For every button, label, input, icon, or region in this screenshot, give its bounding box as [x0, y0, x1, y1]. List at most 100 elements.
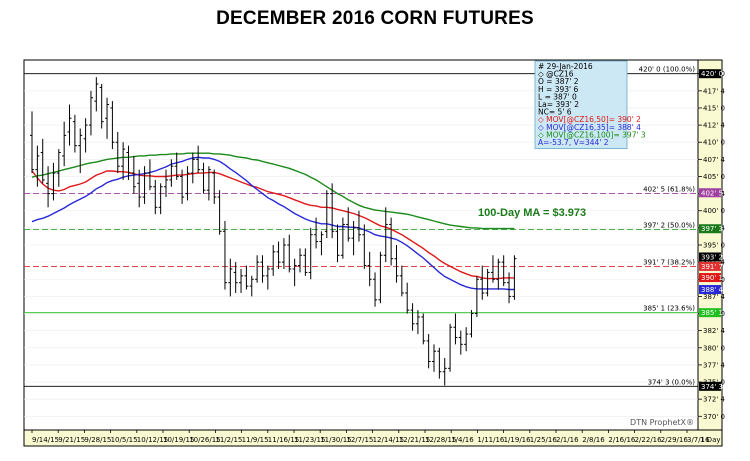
ohlc-bar [239, 268, 244, 293]
ohlc-bar [490, 255, 495, 283]
chart-title: DECEMBER 2016 CORN FUTURES [216, 8, 534, 29]
y-tick-label: 412' 4 [703, 122, 726, 130]
ohlc-bar [415, 310, 420, 335]
price-tag-label: 385' 1 [701, 309, 723, 317]
ohlc-bar [72, 114, 77, 153]
ohlc-bar [206, 166, 211, 201]
x-tick-label: 9/21/15 [58, 436, 85, 444]
ohlc-bar [356, 210, 361, 242]
x-tick-label: 12/14/15 [373, 436, 404, 444]
info-line: # 29-Jan-2016 [538, 62, 593, 71]
ohlc-bar [314, 217, 319, 249]
x-tick-label: 11/23/15 [294, 436, 325, 444]
ohlc-bar [30, 111, 34, 174]
y-tick-label: 417' 4 [703, 87, 726, 95]
ohlc-bar [287, 234, 292, 273]
ohlc-bar [196, 145, 201, 174]
ohlc-bar [335, 224, 340, 263]
fib-label: 391' 7 (38.2%) [643, 258, 695, 266]
price-tag-box [699, 381, 721, 391]
price-tag-label: 393' 2 [701, 253, 723, 261]
ohlc-bar [88, 90, 93, 136]
price-tag-label: 374' 3 [701, 383, 723, 391]
ohlc-bar [410, 303, 415, 331]
ohlc-bar [115, 131, 120, 174]
fib-label: 385' 1 (23.6%) [643, 305, 695, 313]
ohlc-bar [94, 77, 99, 112]
price-tag-label: 388' 4 [701, 286, 724, 294]
ohlc-bar [201, 162, 206, 194]
ohlc-bar [228, 258, 233, 297]
ohlc-bar [367, 251, 372, 287]
ohlc-bar [383, 207, 388, 263]
ohlc-bar [298, 248, 302, 273]
ohlc-bar [51, 162, 56, 201]
ohlc-bar [271, 245, 276, 276]
info-box [534, 60, 628, 149]
ohlc-bar [260, 255, 265, 283]
ohlc-bar [137, 169, 142, 208]
ohlc-bar [378, 251, 383, 304]
price-tag-label: 397' 3 [701, 225, 723, 233]
x-tick-label: 10/5/15 [111, 436, 138, 444]
x-tick-label: 1/25/16 [530, 436, 558, 444]
fib-label: 397' 2 (50.0%) [643, 222, 695, 230]
y-tick-label: 400' 0 [703, 207, 725, 215]
ma-annotation: 100-Day MA = $3.973 [478, 207, 586, 219]
ohlc-bar [255, 255, 260, 283]
moving-average-line [31, 152, 515, 230]
info-line: ◇ MOV[@CZ16,35]= 388' 4 [538, 123, 641, 132]
ohlc-bar [437, 347, 442, 379]
price-tag-box [699, 285, 721, 295]
x-tick-label: 2/29/16 [661, 436, 689, 444]
ohlc-bar [480, 265, 485, 300]
price-tag-box [699, 69, 721, 79]
ohlc-bar [346, 207, 351, 242]
price-tag-label: 402' 5 [701, 189, 723, 197]
fib-label: 374' 3 (0.0%) [648, 378, 696, 386]
x-tick-label: 9/28/15 [84, 436, 111, 444]
price-tag-label: 420' 0 [701, 70, 723, 78]
ohlc-bar [190, 152, 195, 184]
x-tick-label: 11/30/15 [320, 436, 351, 444]
ohlc-bar [464, 327, 469, 352]
ohlc-bar [46, 166, 51, 208]
x-tick-label: 10/12/15 [137, 436, 168, 444]
ohlc-bar [217, 190, 222, 235]
ohlc-bar [158, 183, 163, 215]
ohlc-bar [405, 282, 410, 314]
info-line: H = 393' 6 [538, 85, 578, 94]
x-tick-label: 3/7/16 [687, 436, 710, 444]
price-tag-label: 391' 7 [701, 263, 723, 271]
ohlc-bar [249, 275, 254, 297]
price-tag-box [699, 224, 721, 234]
x-tick-label: 11/9/15 [242, 436, 269, 444]
ohlc-bar [421, 313, 426, 345]
ohlc-bar [147, 159, 152, 191]
ohlc-bar [78, 128, 83, 174]
info-line: La= 393' 2 [538, 100, 579, 109]
moving-average-line [31, 170, 515, 280]
x-tick-label: 2/16/16 [608, 436, 636, 444]
ohlc-bar [174, 152, 179, 180]
ohlc-bar [212, 169, 217, 204]
y-tick-label: 410' 0 [703, 139, 725, 147]
info-line: L = 387' 0 [538, 92, 577, 101]
info-line: ◇ @CZ16 [538, 70, 574, 79]
x-tick-label: 1/19/16 [504, 436, 532, 444]
ohlc-bar [442, 358, 447, 386]
ohlc-bar [281, 238, 286, 269]
ohlc-bar [131, 155, 136, 194]
ohlc-bar [432, 344, 436, 372]
x-tick-label: 12/7/15 [346, 436, 373, 444]
ohlc-bar [265, 265, 270, 290]
ohlc-bar [485, 268, 490, 297]
price-tag-box [699, 261, 721, 271]
ohlc-bar [469, 310, 474, 338]
x-tick-label: 12/21/15 [399, 436, 430, 444]
y-tick-label: 377' 4 [703, 361, 726, 369]
ohlc-bar [40, 138, 45, 184]
y-tick-label: 405' 0 [703, 173, 725, 181]
ohlc-bar [512, 255, 517, 300]
